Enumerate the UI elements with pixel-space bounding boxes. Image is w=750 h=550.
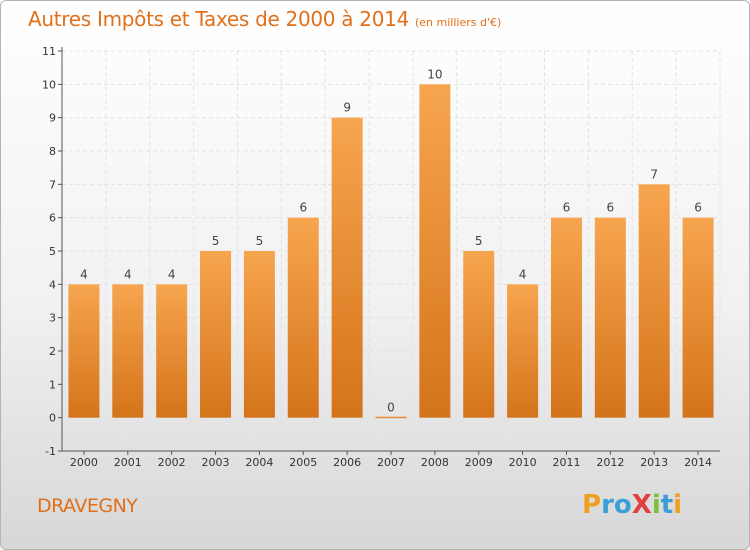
bar-2001 bbox=[112, 284, 144, 418]
x-tick-label-2003: 2003 bbox=[202, 456, 230, 469]
axes bbox=[58, 47, 720, 455]
value-label-2007: 0 bbox=[387, 401, 395, 415]
x-tick-label-2013: 2013 bbox=[640, 456, 668, 469]
value-label-2005: 6 bbox=[299, 201, 307, 215]
y-tick-label: 9 bbox=[49, 112, 56, 125]
chart-title-text: Autres Impôts et Taxes de 2000 à 2014 bbox=[28, 7, 409, 31]
x-tick-label-2011: 2011 bbox=[552, 456, 580, 469]
value-label-2011: 6 bbox=[563, 201, 571, 215]
x-tick-label-2001: 2001 bbox=[114, 456, 142, 469]
y-tick-label: 0 bbox=[49, 412, 56, 425]
bar-2005 bbox=[287, 217, 319, 418]
bar-2009 bbox=[463, 251, 495, 418]
bar-2003 bbox=[200, 251, 232, 418]
y-tick-label: 2 bbox=[49, 345, 56, 358]
value-label-2001: 4 bbox=[124, 267, 132, 281]
value-label-2010: 4 bbox=[519, 267, 527, 281]
y-tick-label: -1 bbox=[45, 445, 56, 458]
bar-2010 bbox=[507, 284, 539, 418]
bar-2000 bbox=[68, 284, 100, 418]
bar-2014 bbox=[682, 217, 714, 418]
proxiti-logo: ProXiti bbox=[582, 490, 683, 520]
x-tick-label-2012: 2012 bbox=[596, 456, 624, 469]
bar-2013 bbox=[638, 184, 670, 418]
x-tick-label-2004: 2004 bbox=[245, 456, 273, 469]
value-label-2002: 4 bbox=[168, 267, 176, 281]
x-tick-label-2007: 2007 bbox=[377, 456, 405, 469]
x-tick-label-2000: 2000 bbox=[70, 456, 98, 469]
y-tick-label: 7 bbox=[49, 178, 56, 191]
x-tick-label-2005: 2005 bbox=[289, 456, 317, 469]
value-label-2004: 5 bbox=[256, 234, 264, 248]
x-tick-label-2008: 2008 bbox=[421, 456, 449, 469]
bars bbox=[68, 84, 714, 419]
value-label-2006: 9 bbox=[343, 101, 351, 115]
value-label-2014: 6 bbox=[694, 201, 702, 215]
y-tick-label: 11 bbox=[42, 45, 56, 58]
value-label-2008: 10 bbox=[427, 67, 442, 81]
bar-2006 bbox=[331, 117, 363, 418]
x-tick-label-2006: 2006 bbox=[333, 456, 361, 469]
bar-2008 bbox=[419, 84, 451, 418]
bar-2004 bbox=[243, 251, 275, 418]
bar-2007 bbox=[375, 416, 407, 419]
y-tick-label: 8 bbox=[49, 145, 56, 158]
y-tick-label: 4 bbox=[49, 278, 56, 291]
x-tick-label-2014: 2014 bbox=[684, 456, 712, 469]
value-label-2009: 5 bbox=[475, 234, 483, 248]
value-label-2003: 5 bbox=[212, 234, 220, 248]
y-tick-label: 10 bbox=[42, 78, 56, 91]
y-tick-label: 3 bbox=[49, 312, 56, 325]
bar-2011 bbox=[550, 217, 582, 418]
commune-name: DRAVEGNY bbox=[37, 495, 138, 517]
bar-2002 bbox=[156, 284, 188, 418]
x-tick-label-2002: 2002 bbox=[158, 456, 186, 469]
x-tick-label-2010: 2010 bbox=[509, 456, 537, 469]
value-label-2000: 4 bbox=[80, 267, 88, 281]
bar-2012 bbox=[594, 217, 626, 418]
y-tick-label: 5 bbox=[49, 245, 56, 258]
value-label-2013: 7 bbox=[650, 167, 658, 181]
chart-unit-note: (en milliers d'€) bbox=[415, 16, 502, 29]
labels: -1 0 1 2 3 4 5 6 7 8 9 10 11 4 2000 4 2001 4 2002 5 2003 5 200… bbox=[42, 45, 712, 469]
y-tick-label: 6 bbox=[49, 212, 56, 225]
chart-title: Autres Impôts et Taxes de 2000 à 2014 (en… bbox=[28, 7, 501, 31]
value-label-2012: 6 bbox=[607, 201, 615, 215]
x-tick-label-2009: 2009 bbox=[465, 456, 493, 469]
y-tick-label: 1 bbox=[49, 378, 56, 391]
